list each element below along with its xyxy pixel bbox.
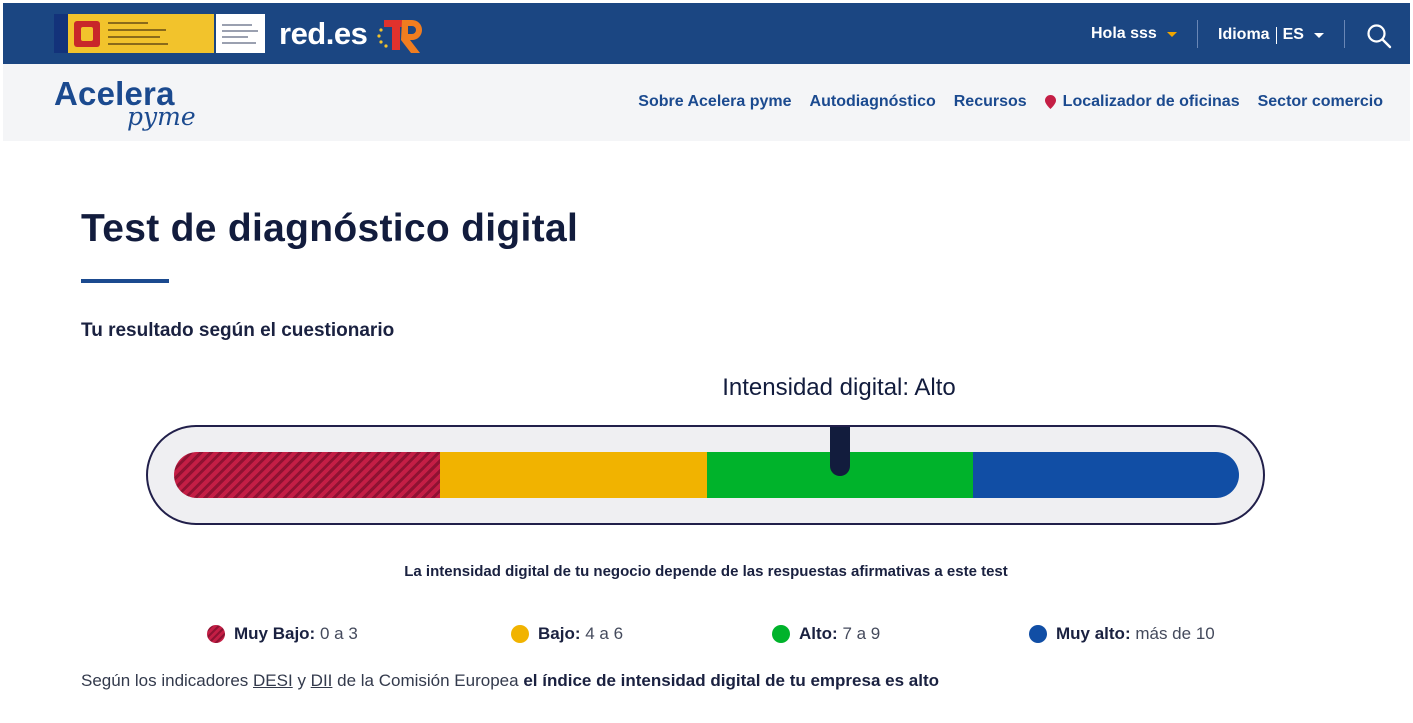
nav-item-label: Sobre Acelera pyme [638, 93, 792, 110]
legend-name: Bajo: [538, 624, 581, 643]
legend-range: más de 10 [1135, 624, 1215, 643]
legend-swatch [1029, 625, 1047, 643]
summary-middle: de la Comisión Europea [337, 671, 519, 690]
divider [1344, 20, 1345, 48]
acelera-pyme-logo[interactable]: Acelera pyme [54, 76, 214, 132]
legend-name: Alto: [799, 624, 838, 643]
brand-line-2: pyme [127, 102, 196, 131]
nav-links: Sobre Acelera pyme Autodiagnóstico Recur… [638, 93, 1383, 111]
brand-line-1: Acelera [54, 75, 175, 112]
gauge-needle [829, 427, 850, 476]
legend-swatch [772, 625, 790, 643]
summary-conjunction: y [297, 671, 306, 690]
divider [1197, 20, 1198, 48]
desi-link[interactable]: DESI [253, 671, 293, 690]
main-nav: Acelera pyme Sobre Acelera pyme Autodiag… [3, 64, 1410, 141]
legend-name: Muy alto: [1056, 624, 1131, 643]
legend-item-muy-alto: Muy alto: más de 10 [1029, 624, 1215, 644]
language-code: ES [1282, 26, 1304, 43]
result-summary: Según los indicadores DESI y DII de la C… [81, 671, 939, 691]
user-menu[interactable]: Hola sss [1091, 25, 1177, 43]
nav-item-label: Recursos [953, 93, 1027, 110]
gauge-explanation: La intensidad digital de tu negocio depe… [404, 563, 1008, 580]
gauge-segment-bajo [440, 452, 707, 498]
nav-item-label: Sector comercio [1257, 93, 1383, 110]
user-greeting: Hola sss [1091, 25, 1157, 42]
legend-item-muy-bajo: Muy Bajo: 0 a 3 [207, 624, 358, 644]
chevron-down-icon [1313, 32, 1324, 38]
summary-result: el índice de intensidad digital de tu em… [523, 671, 939, 690]
government-logo[interactable] [54, 14, 214, 53]
legend-swatch [207, 625, 225, 643]
language-label: Idioma [1218, 26, 1270, 43]
divider [1275, 26, 1277, 44]
result-subtitle: Tu resultado según el cuestionario [81, 320, 395, 341]
nav-item-label: Localizador de oficinas [1062, 93, 1240, 110]
dii-link[interactable]: DII [310, 671, 333, 690]
coat-of-arms-icon [74, 20, 100, 47]
gauge-track [174, 452, 1239, 498]
nav-item-sector-comercio[interactable]: Sector comercio [1258, 93, 1383, 111]
intensity-gauge [146, 425, 1265, 525]
language-selector[interactable]: Idioma ES [1218, 26, 1324, 44]
redes-logo[interactable]: red.es [279, 16, 368, 51]
map-pin-icon [1044, 95, 1056, 109]
intensity-result-label: Intensidad digital: Alto [722, 374, 956, 401]
legend-range: 4 a 6 [585, 624, 624, 643]
top-bar: red.es Hola sss Idioma ES [3, 3, 1410, 64]
chevron-down-icon [1166, 31, 1177, 37]
nav-item-localizador[interactable]: Localizador de oficinas [1044, 93, 1240, 111]
summary-prefix: Según los indicadores [81, 671, 249, 690]
nav-item-autodiagnostico[interactable]: Autodiagnóstico [810, 93, 936, 111]
legend-swatch [511, 625, 529, 643]
gauge-segment-muy-alto [972, 452, 1239, 498]
recovery-plan-logo-icon [377, 20, 422, 53]
nav-item-sobre[interactable]: Sobre Acelera pyme [638, 93, 791, 111]
page-title: Test de diagnóstico digital [81, 207, 579, 250]
nav-item-recursos[interactable]: Recursos [954, 93, 1027, 111]
eu-flag-icon [54, 14, 68, 53]
legend-range: 7 a 9 [842, 624, 881, 643]
legend-range: 0 a 3 [319, 624, 358, 643]
legend-name: Muy Bajo: [234, 624, 316, 643]
search-icon[interactable] [1366, 23, 1392, 49]
legend-item-bajo: Bajo: 4 a 6 [511, 624, 623, 644]
nav-item-label: Autodiagnóstico [809, 93, 936, 110]
legend-item-alto: Alto: 7 a 9 [772, 624, 880, 644]
ministry-text-graphic [108, 22, 168, 45]
secretariat-logo [216, 14, 265, 53]
gauge-segment-muy-bajo [174, 452, 441, 498]
title-underline [81, 279, 169, 283]
